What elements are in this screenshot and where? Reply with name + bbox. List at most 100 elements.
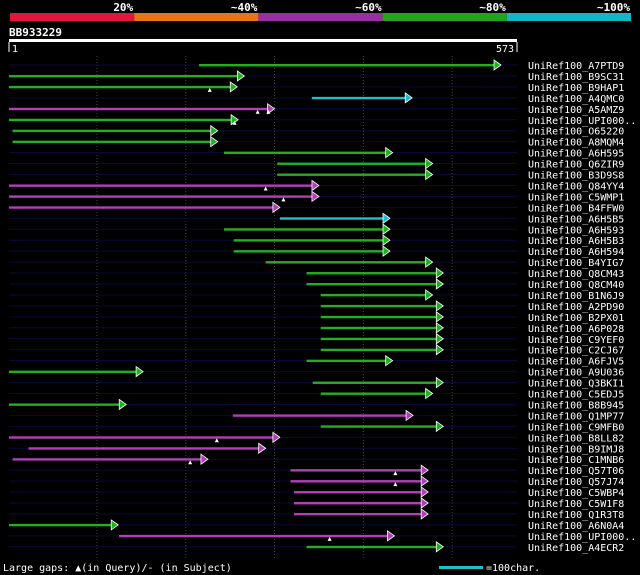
hit-row[interactable]: UniRef100_A9U036 — [9, 365, 624, 379]
hit-bar[interactable] — [311, 96, 407, 100]
hit-row[interactable]: UniRef100_A6H594 — [9, 245, 624, 258]
hit-bar[interactable] — [9, 195, 313, 198]
hit-row[interactable]: UniRef100_A6H5B5 — [9, 212, 624, 225]
hit-row[interactable]: UniRef100_UPI000.. — [9, 530, 636, 543]
hit-label[interactable]: UniRef100_A4ECR2 — [528, 543, 624, 554]
hit-row[interactable]: UniRef100_Q1MP77 — [9, 409, 624, 422]
hit-row[interactable]: UniRef100_A2PD90 — [9, 300, 624, 313]
hit-bar[interactable] — [9, 403, 121, 406]
hit-row[interactable]: UniRef100_B9HAP1 — [9, 81, 624, 94]
hit-bar[interactable] — [9, 118, 233, 122]
hit-row[interactable]: UniRef100_B4YIG7 — [9, 256, 624, 269]
hit-row[interactable]: UniRef100_A6H593 — [9, 223, 624, 236]
hit-label[interactable]: UniRef100_C5W1F8 — [528, 499, 624, 510]
hit-label[interactable]: UniRef100_A9U036 — [528, 368, 624, 379]
hit-row[interactable]: UniRef100_B8LL82 — [9, 431, 624, 444]
hit-bar[interactable] — [9, 184, 313, 187]
hit-row[interactable]: UniRef100_C5WBP4 — [9, 486, 624, 499]
hit-row[interactable]: UniRef100_Q84YY4 — [9, 179, 624, 192]
hit-label[interactable]: UniRef100_A6H595 — [528, 149, 624, 160]
hit-label[interactable]: UniRef100_Q3BKI1 — [528, 379, 624, 390]
hit-bar[interactable] — [28, 447, 260, 450]
hit-label[interactable]: UniRef100_C9MFB0 — [528, 422, 624, 433]
hit-bar[interactable] — [223, 228, 384, 231]
hit-row[interactable]: UniRef100_C5EDJ5 — [9, 387, 624, 401]
hit-row[interactable]: UniRef100_A7PTD9 — [9, 59, 624, 72]
hit-row[interactable]: UniRef100_A6H5B3 — [9, 234, 624, 247]
hit-label[interactable]: UniRef100_A6H593 — [528, 225, 624, 236]
hit-bar[interactable] — [265, 261, 427, 264]
hit-label[interactable]: UniRef100_Q8CM43 — [528, 269, 624, 280]
hit-bar[interactable] — [232, 414, 408, 417]
hit-row[interactable]: UniRef100_Q8CM43 — [9, 267, 624, 280]
hit-bar[interactable] — [12, 458, 202, 461]
hit-bar[interactable] — [279, 217, 384, 220]
hit-bar[interactable] — [320, 425, 438, 428]
hit-label[interactable]: UniRef100_A7PTD9 — [528, 61, 624, 72]
hit-row[interactable]: UniRef100_A6H595 — [9, 146, 624, 160]
hit-row[interactable]: UniRef100_Q3BKI1 — [9, 376, 624, 390]
hit-label[interactable]: UniRef100_UPI000.. — [528, 532, 636, 543]
hit-row[interactable]: UniRef100_C5W1F8 — [9, 497, 624, 510]
hit-label[interactable]: UniRef100_B4FFW0 — [528, 203, 624, 214]
hit-bar[interactable] — [290, 480, 423, 483]
hit-bar[interactable] — [12, 140, 212, 144]
hit-row[interactable]: UniRef100_B3D9S8 — [9, 168, 624, 182]
hit-label[interactable]: UniRef100_Q57J74 — [528, 477, 624, 488]
hit-label[interactable]: UniRef100_C2CJ67 — [528, 346, 624, 357]
hit-row[interactable]: UniRef100_A4QMC0 — [9, 92, 624, 105]
hit-label[interactable]: UniRef100_A4QMC0 — [528, 94, 624, 105]
hit-bar[interactable] — [9, 436, 274, 439]
hit-bar[interactable] — [9, 206, 274, 209]
hit-bar[interactable] — [9, 523, 113, 527]
hit-label[interactable]: UniRef100_A2PD90 — [528, 302, 624, 313]
hit-bar[interactable] — [223, 151, 387, 154]
hit-label[interactable]: UniRef100_B9SC31 — [528, 72, 624, 83]
hit-row[interactable]: UniRef100_Q6ZIR9 — [9, 157, 624, 171]
hit-label[interactable]: UniRef100_C9YEF0 — [528, 335, 624, 346]
hit-label[interactable]: UniRef100_UPI000.. — [528, 116, 636, 127]
hit-label[interactable]: UniRef100_C1MNB6 — [528, 455, 624, 466]
hit-row[interactable]: UniRef100_Q57J74 — [9, 475, 624, 488]
hit-row[interactable]: UniRef100_B9SC31 — [9, 70, 624, 83]
hit-bar[interactable] — [320, 348, 438, 352]
hit-row[interactable]: UniRef100_C9MFB0 — [9, 420, 624, 433]
hit-row[interactable]: UniRef100_Q8CM40 — [9, 278, 624, 291]
hit-row[interactable]: UniRef100_B4FFW0 — [9, 201, 624, 214]
hit-bar[interactable] — [320, 304, 438, 308]
hit-label[interactable]: UniRef100_A6P028 — [528, 324, 624, 335]
hit-bar[interactable] — [199, 64, 496, 67]
hit-label[interactable]: UniRef100_Q8CM40 — [528, 280, 624, 291]
hit-label[interactable]: UniRef100_Q1MP77 — [528, 411, 624, 422]
hit-row[interactable]: UniRef100_O65220 — [9, 124, 624, 138]
hit-label[interactable]: UniRef100_A6FJV5 — [528, 357, 624, 368]
hit-bar[interactable] — [12, 129, 212, 133]
hit-label[interactable]: UniRef100_B4YIG7 — [528, 258, 624, 269]
hit-bar[interactable] — [9, 107, 269, 111]
hit-bar[interactable] — [119, 534, 389, 538]
hit-row[interactable]: UniRef100_A8MQM4 — [9, 135, 624, 149]
hit-bar[interactable] — [320, 337, 438, 341]
hit-bar[interactable] — [277, 162, 427, 165]
hit-row[interactable]: UniRef100_A4ECR2 — [9, 541, 624, 554]
hit-bar[interactable] — [9, 74, 239, 78]
hit-label[interactable]: UniRef100_B1N6J9 — [528, 291, 624, 302]
hit-label[interactable]: UniRef100_B8LL82 — [528, 433, 624, 444]
hit-label[interactable]: UniRef100_C5WMP1 — [528, 192, 624, 203]
hit-label[interactable]: UniRef100_B8B945 — [528, 400, 624, 411]
hit-row[interactable]: UniRef100_C1MNB6 — [9, 453, 624, 466]
hit-label[interactable]: UniRef100_C5WBP4 — [528, 488, 624, 499]
hit-bar[interactable] — [294, 512, 423, 516]
hit-label[interactable]: UniRef100_A6N0A4 — [528, 521, 624, 532]
hit-row[interactable]: UniRef100_A6N0A4 — [9, 519, 624, 532]
hit-label[interactable]: UniRef100_B9HAP1 — [528, 83, 624, 94]
hit-bar[interactable] — [306, 272, 438, 275]
hit-row[interactable]: UniRef100_Q1R3T8 — [9, 508, 624, 521]
hit-label[interactable]: UniRef100_B9IMJ8 — [528, 444, 624, 455]
hit-row[interactable]: UniRef100_A5AMZ9 — [9, 103, 624, 116]
hit-label[interactable]: UniRef100_C5EDJ5 — [528, 390, 624, 401]
hit-bar[interactable] — [9, 370, 138, 373]
hit-label[interactable]: UniRef100_Q6ZIR9 — [528, 160, 624, 171]
hit-label[interactable]: UniRef100_Q84YY4 — [528, 181, 624, 192]
hit-row[interactable]: UniRef100_Q57T06 — [9, 464, 624, 477]
